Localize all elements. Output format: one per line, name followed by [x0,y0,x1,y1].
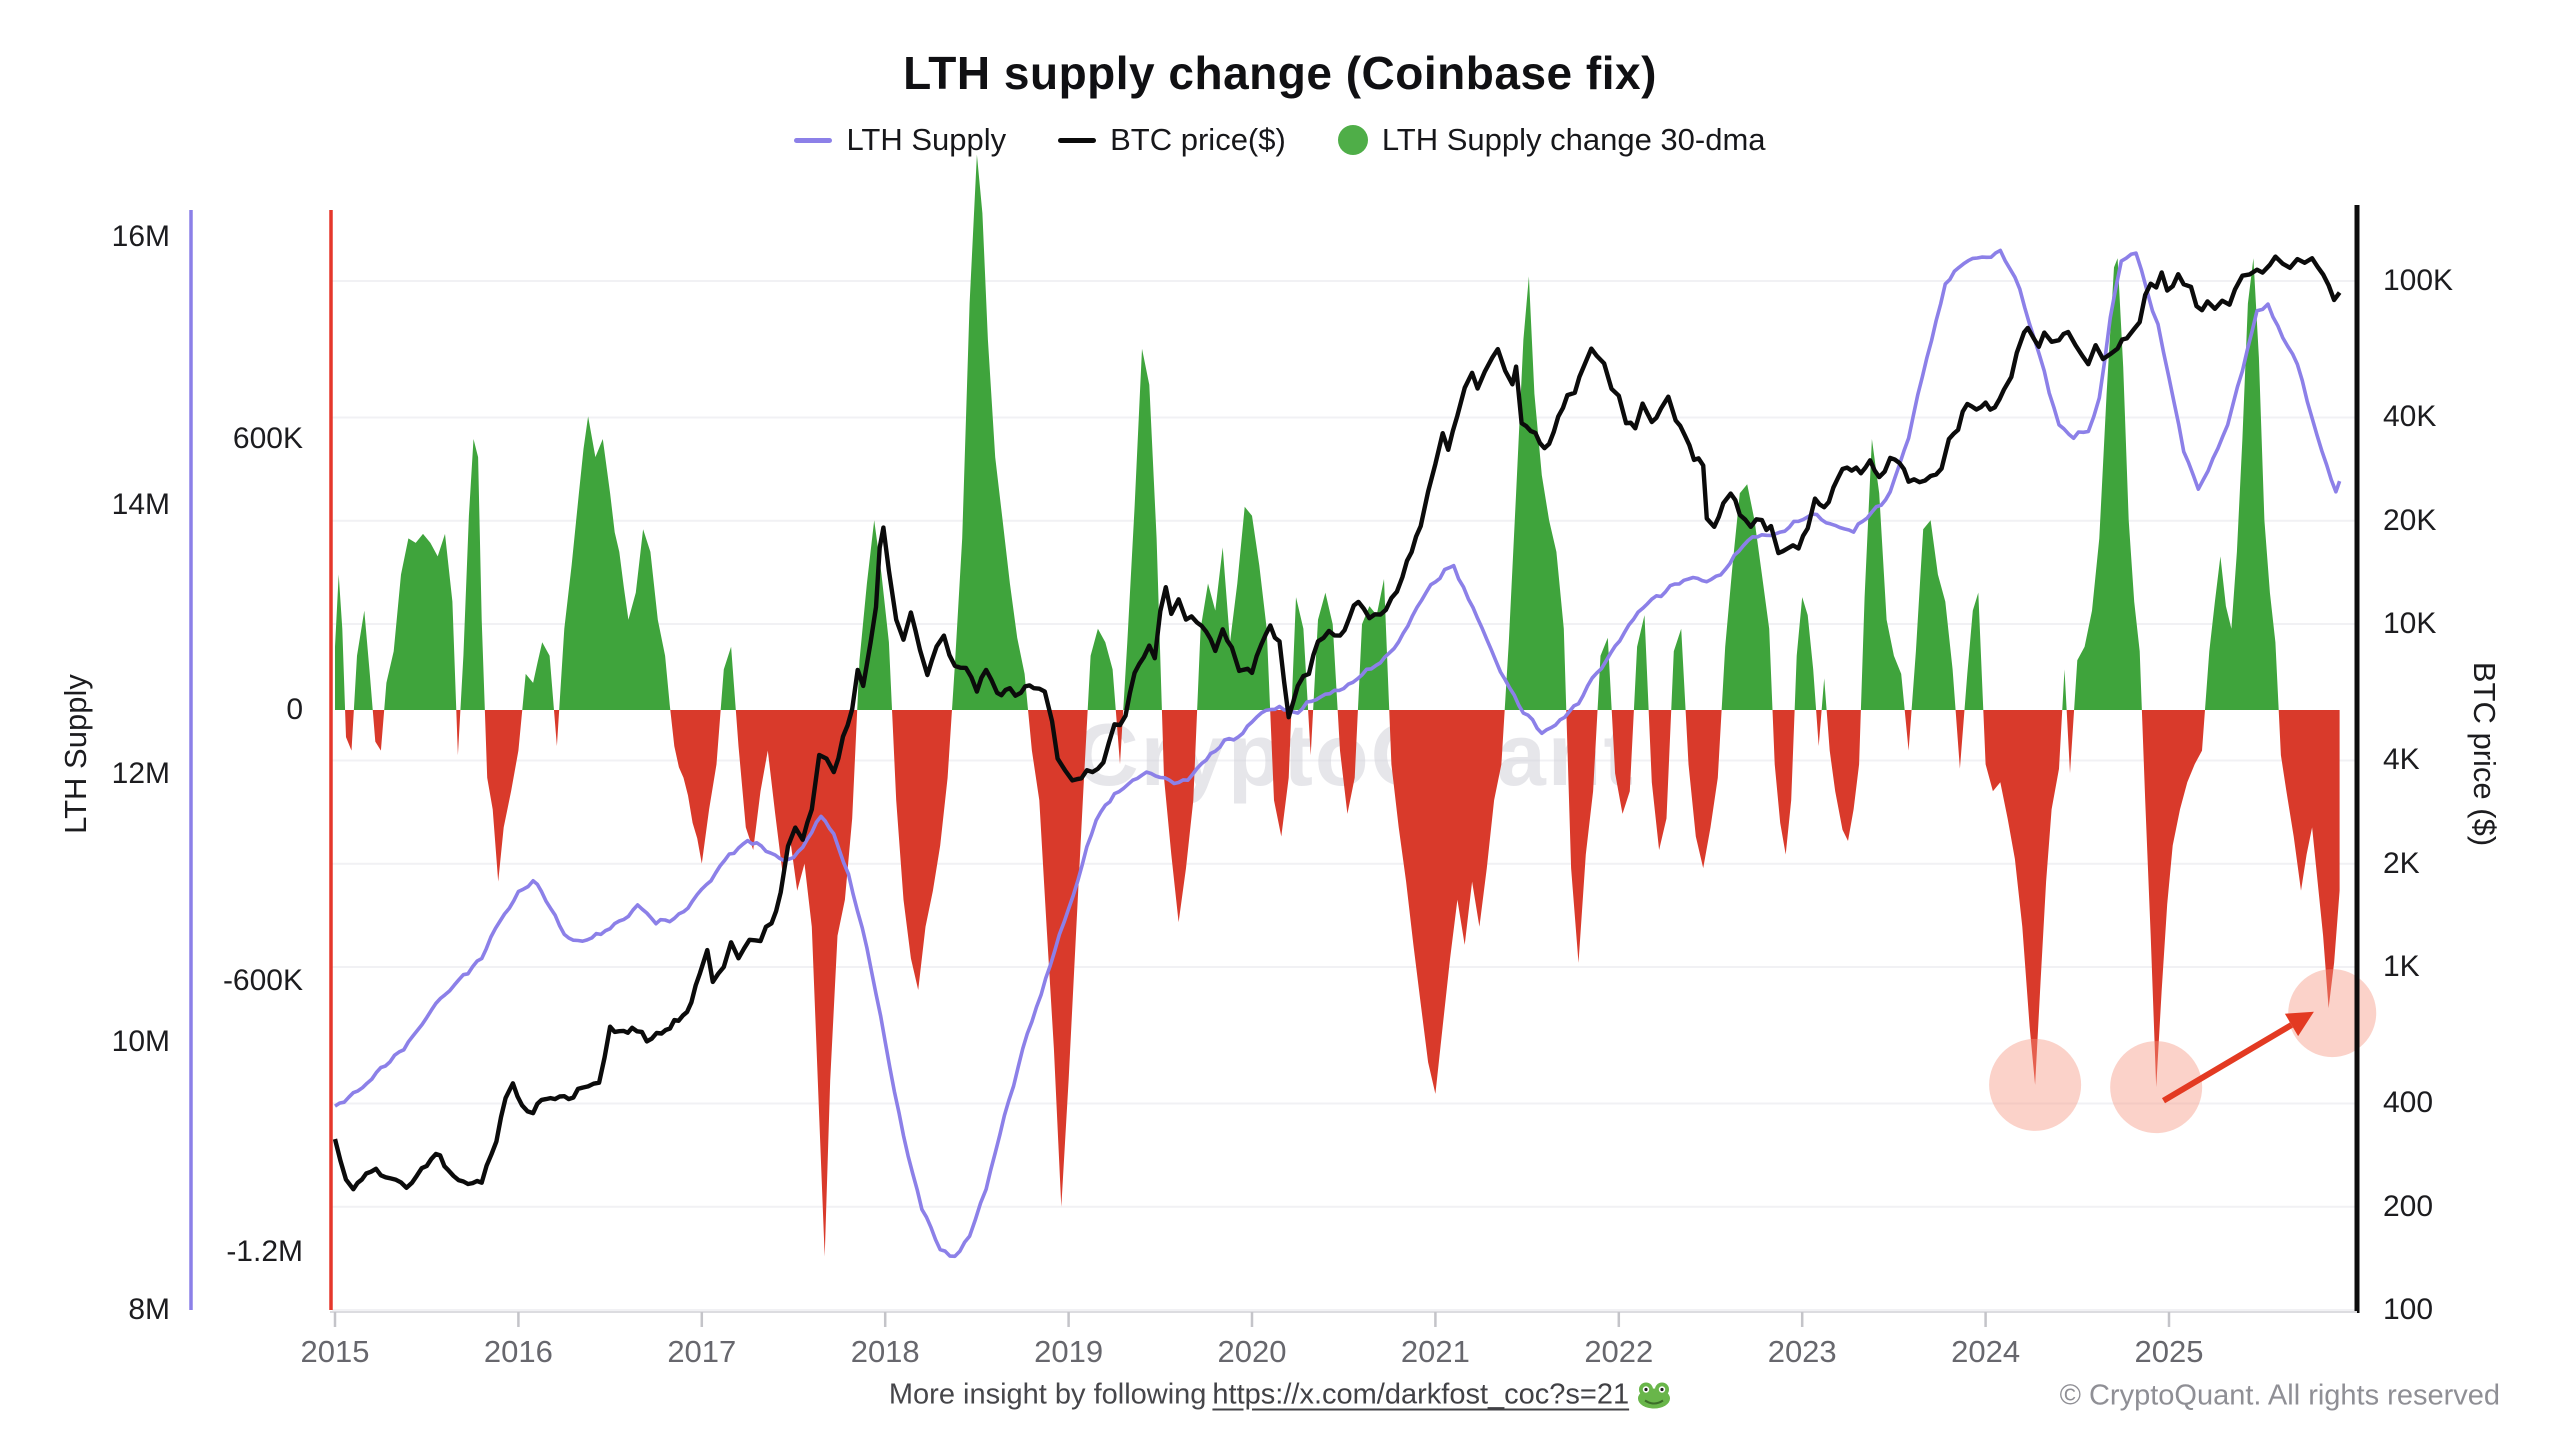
x-axis-year-label: 2018 [850,1334,920,1369]
right-axis-tick-label: 2K [2383,846,2420,880]
x-axis-year-label: 2024 [1951,1334,2021,1369]
right-axis-tick-label: 4K [2383,743,2420,777]
x-axis-year-label: 2025 [2134,1334,2204,1369]
frog-emoji-icon [1638,1382,1671,1408]
btc-price-line [332,254,2342,1192]
left-axis-tick-label: 14M [111,488,170,522]
supply-change-area-negative [335,710,2340,1257]
highlight-circle [1989,1038,2082,1131]
footer-link[interactable]: https://x.com/darkfost_coc?s=21 [1212,1378,1630,1411]
right-axis-tick-label: 1K [2383,950,2420,983]
footer-text: More insight by following [888,1378,1207,1411]
left-axis-tick-label: 12M [111,756,170,790]
right-axis-tick-label: 200 [2383,1189,2434,1223]
footer: More insight by following https://x.com/… [0,1379,2560,1412]
left-axis-tick-label: 10M [111,1024,170,1058]
lth-supply-line [334,248,2342,1259]
legend-swatch-line [1058,137,1097,143]
legend-item-lth-supply[interactable]: LTH Supply [794,122,1006,158]
x-axis-year-label: 2022 [1584,1334,1654,1369]
legend-label: LTH Supply change 30-dma [1381,122,1766,157]
inner-axis-tick-label: 600K [232,422,303,455]
x-axis-year-label: 2020 [1217,1334,1287,1369]
supply-change-area-positive [335,154,2340,710]
highlight-circle [2288,969,2377,1058]
x-axis-year-label: 2023 [1767,1334,1837,1369]
x-axis-year-label: 2021 [1400,1334,1470,1369]
left-axis-title: LTH Supply [58,674,93,834]
legend-swatch-line [794,137,833,143]
copyright-text: © CryptoQuant. All rights reserved [2059,1379,2500,1412]
trend-arrow [2161,1022,2294,1104]
highlight-circle [2110,1041,2203,1134]
x-axis-year-label: 2015 [300,1334,370,1369]
legend-swatch-dot [1337,125,1368,155]
right-axis-tick-label: 40K [2383,400,2437,434]
legend: LTH Supply BTC price($) LTH Supply change … [0,122,2560,158]
x-axis-year-label: 2017 [667,1334,737,1369]
x-axis-year-label: 2016 [483,1334,553,1369]
inner-axis-tick-label: -600K [222,964,303,997]
legend-item-btc-price-[interactable]: BTC price($) [1058,122,1286,158]
legend-item-lth-supply-change-30-dma[interactable]: LTH Supply change 30-dma [1337,122,1766,158]
inner-axis-tick-label: 0 [286,693,303,726]
right-axis-tick-label: 100K [2383,264,2454,297]
page-title: LTH supply change (Coinbase fix) [903,47,1657,99]
x-axis-year-label: 2019 [1034,1334,1104,1369]
legend-label: BTC price($) [1110,122,1286,157]
legend-label: LTH Supply [846,122,1007,157]
trend-arrow-head [2284,1011,2314,1037]
left-axis-tick-label: 16M [111,220,170,253]
right-axis-tick-label: 100 [2383,1293,2434,1326]
right-axis-title: BTC price ($) [2467,661,2502,847]
right-axis-tick-label: 10K [2383,607,2437,640]
left-axis-tick-label: 8M [128,1293,170,1326]
right-axis-tick-label: 20K [2383,503,2437,537]
inner-axis-tick-label: -1.2M [226,1235,303,1268]
right-axis-tick-label: 400 [2383,1086,2434,1120]
